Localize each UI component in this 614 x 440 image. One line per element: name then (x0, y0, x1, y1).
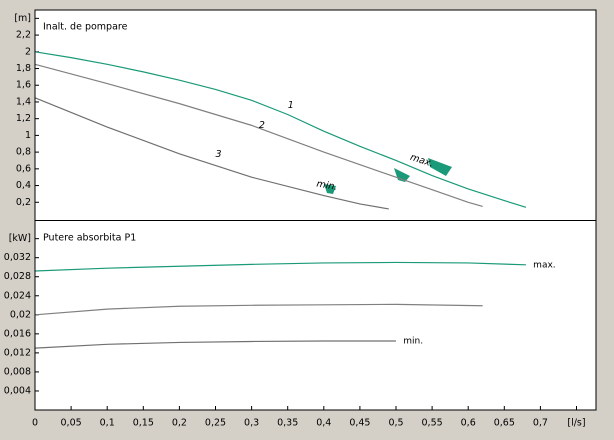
y-tick-label: 0,012 (4, 347, 31, 358)
y-tick-label: 1,8 (16, 63, 31, 74)
x-tick-label: 0,05 (61, 418, 82, 429)
marker (428, 158, 452, 176)
y-tick-label: 1,2 (16, 113, 31, 124)
x-tick-label: 0,2 (172, 418, 187, 429)
series-label: min. (403, 336, 423, 346)
y-tick-label: 0,8 (16, 147, 31, 158)
series-label: 1 (288, 100, 294, 111)
series-label: max. (533, 260, 555, 270)
y-tick-label: 0,016 (4, 328, 31, 339)
y-tick-label: 0,6 (16, 163, 31, 174)
x-tick-label: 0 (32, 418, 38, 429)
plot-background (35, 10, 596, 410)
series-label: 2 (259, 120, 265, 131)
frame (34, 9, 597, 411)
y-tick-label: 0,028 (4, 271, 31, 282)
annotation: min. (316, 178, 339, 192)
chart-title: Putere absorbita P1 (43, 233, 136, 244)
y-tick-label: 2 (25, 46, 31, 57)
y-tick-label: 0,004 (4, 385, 31, 396)
x-tick-label: 0,65 (494, 418, 515, 429)
y-tick-label: 1,6 (16, 80, 31, 91)
x-tick-label: 0,3 (244, 418, 259, 429)
series-label: 3 (216, 149, 222, 160)
y-tick-label: [m] (14, 13, 31, 24)
line (34, 97, 389, 210)
x-tick-label: 0,7 (533, 418, 548, 429)
x-tick-label: 0,35 (277, 418, 298, 429)
x-tick-label: 0,4 (316, 418, 331, 429)
x-tick-label: 0,55 (422, 418, 443, 429)
y-tick-label: 0,02 (10, 309, 31, 320)
x-tick-label: 0,5 (388, 418, 403, 429)
x-tick-label: 0,25 (205, 418, 226, 429)
chart-title: Inalt. de pompare (43, 22, 128, 33)
line (34, 340, 397, 349)
y-tick-label: 1,4 (16, 96, 31, 107)
line (34, 51, 527, 208)
line (34, 303, 483, 316)
x-tick-label: 0,15 (133, 418, 154, 429)
line (34, 261, 526, 272)
x-tick-label: 0,6 (461, 418, 476, 429)
y-tick-label: [kW] (9, 233, 31, 244)
y-tick-label: 0,008 (4, 366, 31, 377)
x-tick-label: 0,45 (349, 418, 370, 429)
x-tick-label: 0,1 (100, 418, 115, 429)
marker (324, 184, 336, 194)
y-tick-label: 0,024 (4, 290, 31, 301)
y-tick-label: 2,2 (16, 30, 31, 41)
y-tick-label: 0,4 (16, 180, 31, 191)
y-tick-label: 0,032 (4, 252, 31, 263)
x-tick-label: [l/s] (567, 418, 585, 429)
y-tick-label: 0,2 (16, 197, 31, 208)
line (34, 63, 483, 208)
y-tick-label: 1 (25, 130, 31, 141)
